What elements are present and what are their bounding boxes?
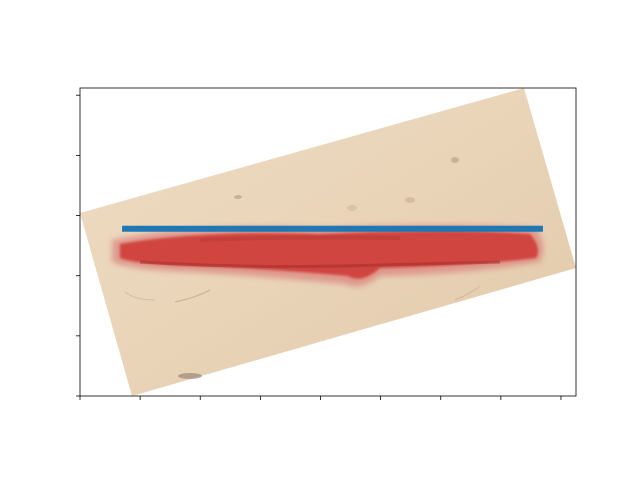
wound-dark-streak xyxy=(199,235,401,242)
skin-hair xyxy=(454,285,481,301)
x-axis-ticks xyxy=(79,396,562,400)
y-axis-ticks xyxy=(76,94,80,397)
skin-hair xyxy=(174,289,211,303)
axes-frame xyxy=(79,87,577,397)
skin-blemish xyxy=(347,205,357,211)
wound-dark-streak xyxy=(139,260,501,268)
skin-blemish xyxy=(451,157,459,163)
skin-blemish xyxy=(234,195,242,199)
plot-image xyxy=(80,88,576,396)
skin-blemish xyxy=(405,197,415,203)
skin-hair xyxy=(124,291,156,301)
skin-blemish xyxy=(178,373,202,379)
